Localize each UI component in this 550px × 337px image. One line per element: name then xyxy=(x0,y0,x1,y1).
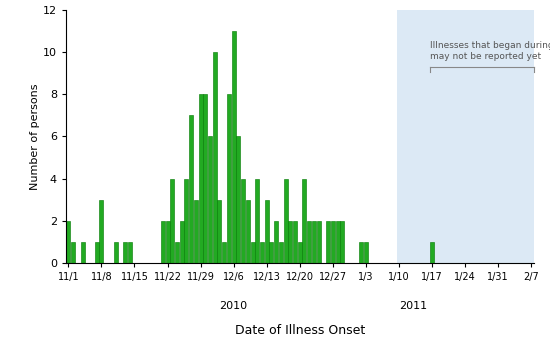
Bar xyxy=(213,52,217,263)
Bar xyxy=(312,221,316,263)
Bar xyxy=(255,179,259,263)
Bar xyxy=(364,242,368,263)
Text: 2011: 2011 xyxy=(399,301,427,311)
Bar xyxy=(123,242,127,263)
Bar xyxy=(170,179,174,263)
Bar xyxy=(95,242,98,263)
Bar xyxy=(180,221,184,263)
Bar xyxy=(307,221,311,263)
Bar xyxy=(250,242,255,263)
Y-axis label: Number of persons: Number of persons xyxy=(30,83,40,190)
Bar xyxy=(336,221,339,263)
Bar xyxy=(100,200,103,263)
Text: 2010: 2010 xyxy=(219,301,248,311)
Bar xyxy=(175,242,179,263)
Bar xyxy=(67,221,70,263)
Bar xyxy=(80,242,85,263)
Bar xyxy=(161,221,165,263)
Bar xyxy=(260,242,264,263)
Bar xyxy=(208,136,212,263)
Bar xyxy=(232,31,235,263)
Bar xyxy=(298,242,302,263)
Bar xyxy=(279,242,283,263)
Bar xyxy=(71,242,75,263)
Bar xyxy=(284,179,288,263)
Bar xyxy=(241,179,245,263)
Text: Illnesses that began during this time
may not be reported yet: Illnesses that began during this time ma… xyxy=(430,41,550,61)
Bar xyxy=(302,179,306,263)
Bar xyxy=(189,115,193,263)
Bar xyxy=(331,221,335,263)
Bar xyxy=(270,242,273,263)
Bar xyxy=(222,242,226,263)
Bar xyxy=(128,242,132,263)
Bar xyxy=(265,200,269,263)
X-axis label: Date of Illness Onset: Date of Illness Onset xyxy=(235,324,365,337)
Bar xyxy=(274,221,278,263)
Bar xyxy=(397,10,534,263)
Bar xyxy=(293,221,297,263)
Bar xyxy=(288,221,292,263)
Bar xyxy=(194,200,198,263)
Bar xyxy=(326,221,330,263)
Bar xyxy=(340,221,344,263)
Bar xyxy=(166,221,169,263)
Bar xyxy=(184,179,189,263)
Bar xyxy=(317,221,321,263)
Bar xyxy=(236,136,240,263)
Bar xyxy=(204,94,207,263)
Bar xyxy=(217,200,222,263)
Bar xyxy=(199,94,202,263)
Bar xyxy=(114,242,118,263)
Bar xyxy=(246,200,250,263)
Bar xyxy=(430,242,434,263)
Bar xyxy=(359,242,363,263)
Bar xyxy=(227,94,231,263)
